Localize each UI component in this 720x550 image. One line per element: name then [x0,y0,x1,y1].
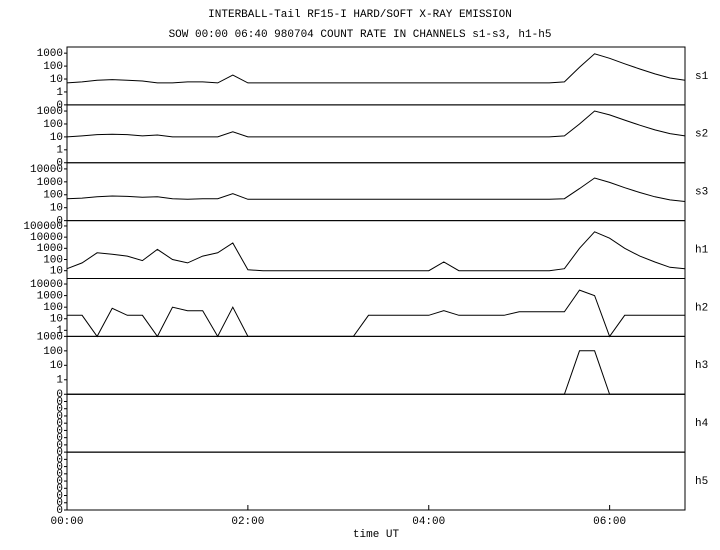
series-line [67,289,685,338]
y-tick-label: 0 [56,505,63,517]
series-name: s1 [695,71,709,83]
y-tick-label: 10000 [30,232,63,244]
y-tick-label: 1 [56,87,63,99]
y-tick-label: 0 [56,498,63,510]
y-tick-label: 0 [56,454,63,466]
series-line [66,231,686,272]
y-tick-label: 0 [56,476,63,488]
series-line [66,53,686,84]
series-name: h4 [695,418,709,430]
y-tick-label: 0 [56,490,63,502]
y-tick-label: 1000 [37,243,63,255]
y-tick-label: 1 [56,375,63,387]
y-tick-label: 10 [50,360,63,372]
y-tick-label: 1000 [37,291,63,303]
y-tick-label: 0 [56,447,63,459]
y-tick-label: 0 [56,411,63,423]
series-line [67,350,685,395]
panel-frame [66,220,686,279]
y-tick-label: 0 [56,469,63,481]
x-tick-label: 06:00 [593,516,626,528]
y-tick-label: 0 [56,216,63,228]
y-tick-label: 1 [56,145,63,157]
series-name: h1 [695,244,709,256]
y-tick-label: 1000 [37,177,63,189]
series-name: h3 [695,360,708,372]
y-tick-label: 10 [50,74,63,86]
y-tick-label: 1000 [37,106,63,118]
y-tick-label: 0 [56,158,63,170]
series-name: s2 [695,129,708,141]
series-name: h2 [695,302,708,314]
y-tick-label: 100 [43,346,63,358]
y-tick-label: 100000 [23,221,63,233]
y-tick-label: 10000 [30,279,63,291]
panel-frame [66,335,686,395]
y-tick-label: 100 [43,190,63,202]
series-line [66,177,686,202]
y-tick-label: 100 [43,119,63,131]
panel-frame [66,162,686,222]
chart-subtitle: SOW 00:00 06:40 980704 COUNT RATE IN CHA… [169,29,552,41]
y-tick-label: 0 [56,433,63,445]
y-tick-label: 1000 [37,331,63,343]
y-tick-label: 0 [56,425,63,437]
y-tick-label: 0 [56,404,63,416]
x-tick-label: 02:00 [231,516,264,528]
panel-frame [66,451,686,511]
y-tick-label: 10 [50,266,63,278]
series-name: h5 [695,476,708,488]
chart-title: INTERBALL-Tail RF15-I HARD/SOFT X-RAY EM… [208,9,512,21]
y-tick-label: 10 [50,314,63,326]
y-tick-label: 0 [56,418,63,430]
y-tick-label: 100 [43,254,63,266]
y-tick-label: 0 [56,396,63,408]
y-tick-label: 0 [56,462,63,474]
y-tick-label: 1000 [37,48,63,60]
series-name: s3 [695,187,708,199]
x-tick-label: 00:00 [50,516,83,528]
y-tick-label: 10 [50,132,63,144]
y-tick-label: 100 [43,61,63,73]
x-tick-label: 04:00 [412,516,445,528]
y-tick-label: 0 [56,389,63,401]
x-axis-label: time UT [353,529,400,541]
y-tick-label: 0 [56,440,63,452]
y-tick-label: 1 [56,325,63,337]
y-tick-label: 10 [50,203,63,215]
y-tick-label: 100 [43,302,63,314]
panel-frame [66,393,686,453]
y-tick-label: 10000 [30,164,63,176]
series-line [66,110,686,138]
y-tick-label: 0 [56,100,63,112]
y-tick-label: 0 [56,483,63,495]
panel-frame [66,278,686,337]
